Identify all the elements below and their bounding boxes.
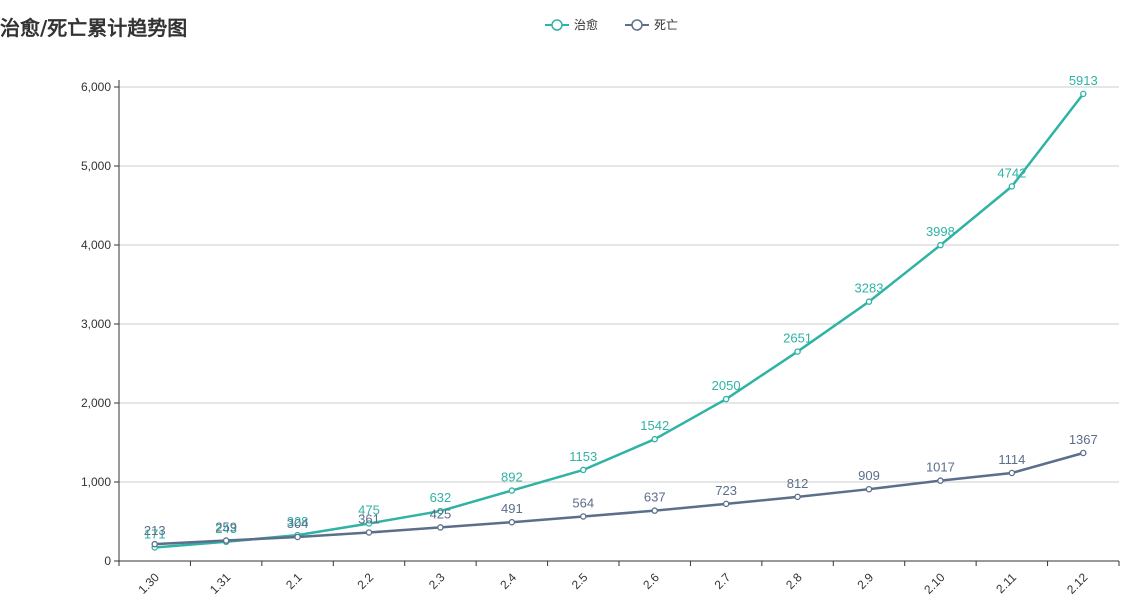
data-label: 632: [430, 490, 452, 505]
data-label: 3998: [926, 224, 955, 239]
data-point[interactable]: [865, 298, 873, 305]
data-point[interactable]: [508, 487, 516, 494]
y-tick-label: 5,000: [81, 159, 111, 173]
y-tick-label: 4,000: [81, 238, 111, 252]
x-tick-label: 1.31: [207, 570, 234, 597]
x-tick-label: 2.9: [855, 570, 877, 592]
legend-marker: [631, 19, 643, 31]
data-point[interactable]: [651, 435, 658, 443]
x-tick-label: 2.2: [355, 570, 377, 592]
legend-item-0[interactable]: 治愈: [545, 17, 598, 32]
data-label: 243: [215, 521, 237, 536]
grid-lines: [119, 86, 1119, 483]
data-point[interactable]: [365, 529, 373, 536]
data-label: 213: [144, 523, 166, 538]
data-label: 1153: [569, 449, 597, 464]
data-label: 1542: [640, 418, 669, 433]
x-tick-label: 2.1: [283, 570, 305, 592]
data-point[interactable]: [365, 520, 373, 527]
data-point[interactable]: [151, 540, 158, 548]
data-point[interactable]: [722, 500, 730, 508]
data-point[interactable]: [794, 493, 801, 501]
data-point[interactable]: [1008, 183, 1016, 190]
data-label: 425: [430, 506, 452, 521]
legend-item-1[interactable]: 死亡: [625, 18, 678, 32]
x-tick-label: 2.10: [921, 570, 948, 597]
data-label: 361: [358, 511, 380, 526]
data-label: 328: [287, 514, 309, 529]
y-tick-label: 3,000: [81, 317, 111, 331]
data-point[interactable]: [580, 513, 587, 520]
x-tick-label: 2.6: [640, 570, 662, 592]
x-tick-label: 2.5: [569, 570, 591, 592]
series-lines: [151, 90, 1087, 551]
data-label: 637: [644, 490, 666, 505]
x-tick-label: 2.4: [497, 570, 519, 592]
data-label: 304: [287, 516, 309, 531]
data-point[interactable]: [508, 518, 516, 526]
data-point[interactable]: [651, 507, 658, 514]
x-tick-label: 2.11: [993, 570, 1019, 596]
data-point[interactable]: [937, 241, 944, 249]
legend-label: 治愈: [574, 17, 598, 32]
x-tick-label: 2.12: [1064, 570, 1091, 597]
data-label: 475: [358, 502, 380, 517]
data-point[interactable]: [437, 507, 444, 515]
data-point[interactable]: [580, 466, 587, 474]
data-labels: 171 243 328 475 632 892 1153 1542 2050 2651 3283 39…: [144, 73, 1098, 542]
data-label: 3283: [855, 281, 884, 296]
data-label: 2651: [783, 331, 812, 346]
data-label: 491: [501, 501, 523, 516]
data-label: 4742: [997, 165, 1026, 180]
data-label: 723: [715, 483, 737, 498]
data-label: 892: [501, 470, 523, 485]
data-point[interactable]: [865, 485, 873, 493]
series-line-0: [153, 92, 1085, 549]
data-label: 259: [215, 520, 237, 535]
data-label: 812: [787, 476, 809, 491]
data-point[interactable]: [937, 477, 944, 484]
data-label: 564: [572, 495, 594, 510]
x-tick-label: 1.30: [136, 570, 163, 597]
legend-marker: [551, 19, 563, 31]
legend[interactable]: 治愈 死亡: [545, 17, 678, 32]
data-point[interactable]: [222, 537, 230, 544]
data-label: 5913: [1069, 73, 1098, 88]
chart-title: 治愈/死亡累计趋势图: [0, 16, 188, 40]
data-label: 1114: [998, 452, 1025, 467]
data-point[interactable]: [437, 524, 444, 531]
y-tick-label: 0: [104, 554, 111, 568]
legend-label: 死亡: [654, 18, 678, 32]
y-tick-label: 6,000: [81, 80, 111, 94]
data-point[interactable]: [294, 533, 301, 541]
data-label: 1017: [926, 460, 955, 475]
data-point[interactable]: [1008, 469, 1016, 477]
x-tick-label: 2.8: [783, 570, 805, 592]
data-label: 171: [144, 526, 166, 541]
data-label: 909: [858, 468, 880, 483]
y-tick-label: 1,000: [81, 475, 111, 489]
data-point[interactable]: [722, 395, 730, 403]
data-point[interactable]: [1080, 90, 1087, 98]
x-tick-label: 2.3: [426, 570, 448, 592]
y-tick-label: 2,000: [81, 396, 111, 410]
x-tick-label: 2.7: [712, 570, 734, 592]
data-point[interactable]: [794, 348, 801, 355]
data-label: 1367: [1069, 432, 1098, 447]
series-line-1: [153, 451, 1085, 546]
data-point[interactable]: [1080, 449, 1087, 457]
data-label: 2050: [712, 378, 741, 393]
